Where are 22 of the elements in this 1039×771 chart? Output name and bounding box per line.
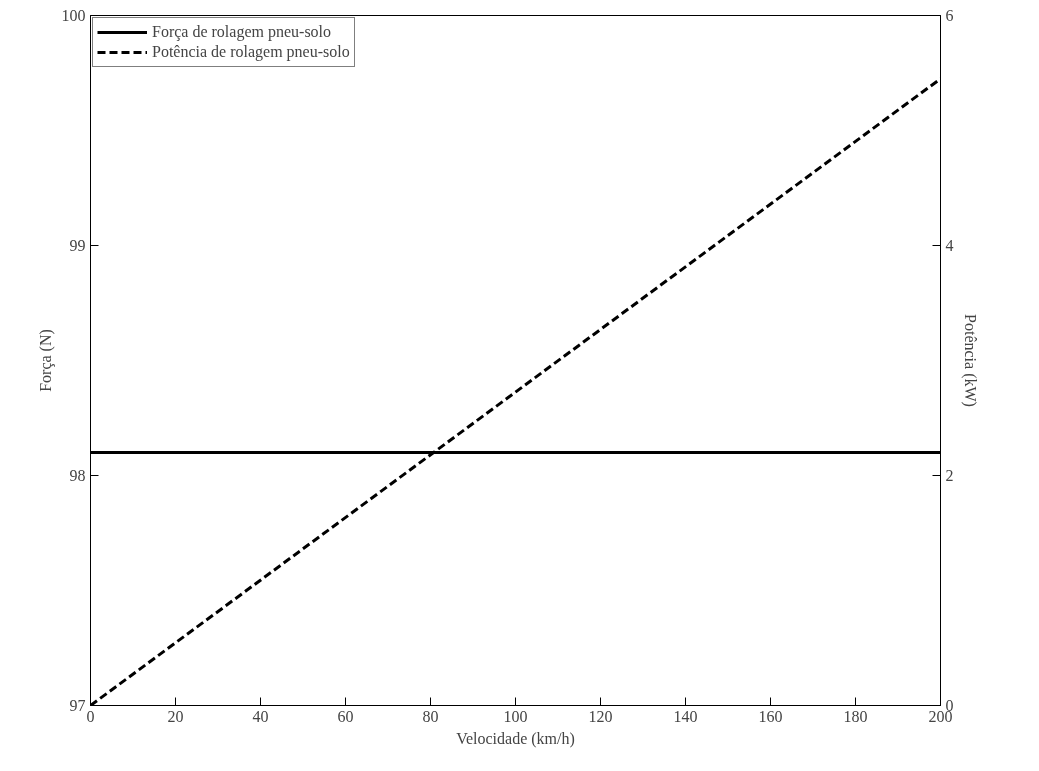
x-tick-label: 160 [758,707,783,725]
y2-tick-label: 2 [945,467,954,484]
x-tick-label: 20 [167,707,184,725]
x-tick-label: 0 [86,707,95,725]
legend-label: Força de rolagem pneu-solo [152,23,332,41]
y2-tick-label: 4 [945,237,954,254]
x-tick-label: 120 [588,707,613,725]
x-tick-label: 40 [252,707,269,725]
x-tick-label: 80 [422,707,439,725]
y2-axis-title: Potência (kW) [960,314,979,407]
x-tick-label: 180 [843,707,868,725]
x-tick-label: 100 [503,707,528,725]
x-tick-label: 140 [673,707,698,725]
x-tick-label: 60 [337,707,354,725]
x-axis-title: Velocidade (km/h) [456,729,575,748]
y-tick-label: 97 [69,697,86,714]
y-tick-label: 99 [69,237,86,254]
legend-label: Potência de rolagem pneu-solo [152,43,350,61]
y-tick-label: 98 [69,467,86,484]
y-tick-label: 100 [61,7,86,24]
y2-tick-label: 6 [945,7,954,24]
y-axis-title: Força (N) [36,329,55,392]
